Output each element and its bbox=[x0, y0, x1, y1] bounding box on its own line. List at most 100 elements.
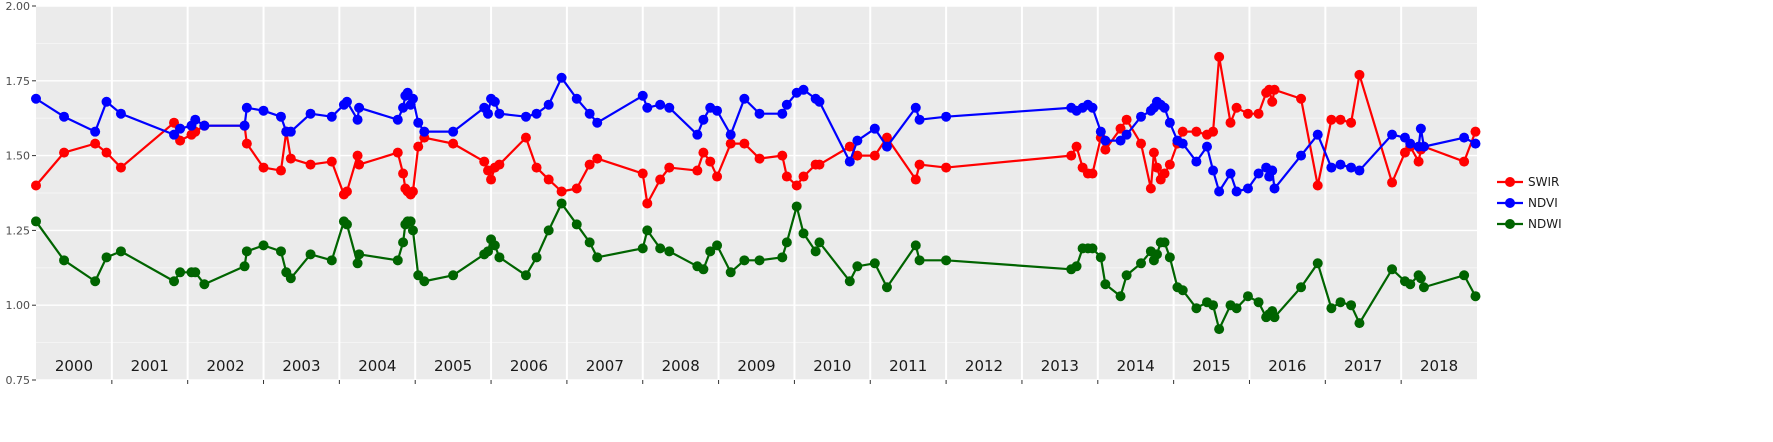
data-point bbox=[239, 261, 250, 272]
data-point bbox=[1231, 303, 1242, 314]
data-point bbox=[241, 246, 252, 257]
data-point bbox=[115, 162, 126, 173]
axes: 0.75 1.00 1.25 1.50 1.75 2.00 bbox=[6, 0, 1402, 387]
data-point bbox=[698, 147, 709, 158]
data-point bbox=[777, 108, 788, 119]
year-label: 2002 bbox=[207, 357, 245, 375]
data-point bbox=[1459, 132, 1470, 143]
series-ndwi bbox=[31, 198, 1481, 335]
data-point bbox=[354, 249, 365, 260]
data-point bbox=[1459, 270, 1470, 281]
data-point bbox=[1387, 264, 1398, 275]
data-point bbox=[1159, 237, 1170, 248]
data-point bbox=[941, 162, 952, 173]
data-point bbox=[199, 279, 210, 290]
data-point bbox=[941, 255, 952, 266]
data-point bbox=[571, 219, 582, 230]
data-point bbox=[642, 102, 653, 113]
year-label: 2005 bbox=[434, 357, 472, 375]
data-point bbox=[814, 96, 825, 107]
data-point bbox=[1459, 156, 1470, 167]
data-point bbox=[664, 162, 675, 173]
data-point bbox=[1231, 102, 1242, 113]
data-point bbox=[1087, 168, 1098, 179]
data-point bbox=[175, 267, 186, 278]
data-point bbox=[326, 111, 337, 122]
data-point bbox=[494, 252, 505, 263]
data-point bbox=[941, 111, 952, 122]
data-point bbox=[543, 99, 554, 110]
data-point bbox=[1087, 102, 1098, 113]
data-point bbox=[407, 186, 418, 197]
data-point bbox=[914, 159, 925, 170]
data-point bbox=[407, 225, 418, 236]
data-point bbox=[448, 126, 459, 137]
data-point bbox=[1191, 156, 1202, 167]
data-point bbox=[692, 165, 703, 176]
data-point bbox=[59, 147, 70, 158]
data-point bbox=[844, 156, 855, 167]
data-point bbox=[1405, 279, 1416, 290]
data-point bbox=[1177, 138, 1188, 149]
data-point bbox=[1202, 141, 1212, 152]
data-point bbox=[413, 141, 424, 152]
year-label: 2009 bbox=[737, 357, 775, 375]
data-point bbox=[881, 282, 892, 293]
data-point bbox=[494, 108, 505, 119]
data-point bbox=[712, 171, 723, 182]
data-point bbox=[31, 93, 41, 104]
data-point bbox=[881, 141, 892, 152]
data-point bbox=[655, 174, 666, 185]
data-point bbox=[486, 174, 497, 185]
data-point bbox=[1100, 144, 1111, 155]
data-point bbox=[90, 138, 101, 149]
data-point bbox=[571, 93, 582, 104]
data-point bbox=[914, 114, 925, 125]
data-point bbox=[305, 249, 316, 260]
data-point bbox=[1354, 318, 1365, 329]
data-point bbox=[1418, 141, 1429, 152]
data-point bbox=[1208, 165, 1219, 176]
data-point bbox=[531, 252, 542, 263]
data-point bbox=[725, 138, 736, 149]
data-point bbox=[1208, 126, 1219, 137]
data-point bbox=[1231, 186, 1242, 197]
data-point bbox=[352, 114, 363, 125]
data-point bbox=[1415, 123, 1426, 134]
data-point bbox=[910, 240, 921, 251]
data-point bbox=[705, 156, 716, 167]
data-point bbox=[1269, 84, 1280, 95]
data-point bbox=[59, 255, 70, 266]
data-point bbox=[1145, 183, 1156, 194]
year-label: 2001 bbox=[131, 357, 169, 375]
data-point bbox=[571, 183, 582, 194]
data-point bbox=[258, 162, 269, 173]
data-point bbox=[419, 276, 430, 287]
data-point bbox=[781, 237, 792, 248]
data-point bbox=[31, 216, 41, 227]
data-point bbox=[637, 168, 648, 179]
data-point bbox=[1151, 162, 1162, 173]
y-tick-label: 2.00 bbox=[6, 0, 31, 13]
data-point bbox=[305, 108, 316, 119]
year-label: 2011 bbox=[889, 357, 927, 375]
data-point bbox=[90, 126, 101, 137]
data-point bbox=[1095, 126, 1106, 137]
data-point bbox=[101, 252, 112, 263]
data-point bbox=[844, 276, 855, 287]
data-point bbox=[489, 240, 500, 251]
data-point bbox=[1208, 300, 1219, 311]
legend-item-swir: SWIR bbox=[1497, 175, 1559, 189]
data-point bbox=[90, 276, 101, 287]
data-point bbox=[798, 171, 809, 182]
data-point bbox=[584, 108, 595, 119]
data-point bbox=[398, 168, 409, 179]
data-point bbox=[392, 114, 403, 125]
data-point bbox=[543, 225, 554, 236]
data-point bbox=[352, 150, 363, 161]
data-point bbox=[1242, 291, 1253, 302]
data-point bbox=[1121, 270, 1132, 281]
data-point bbox=[584, 159, 595, 170]
data-point bbox=[419, 126, 430, 137]
